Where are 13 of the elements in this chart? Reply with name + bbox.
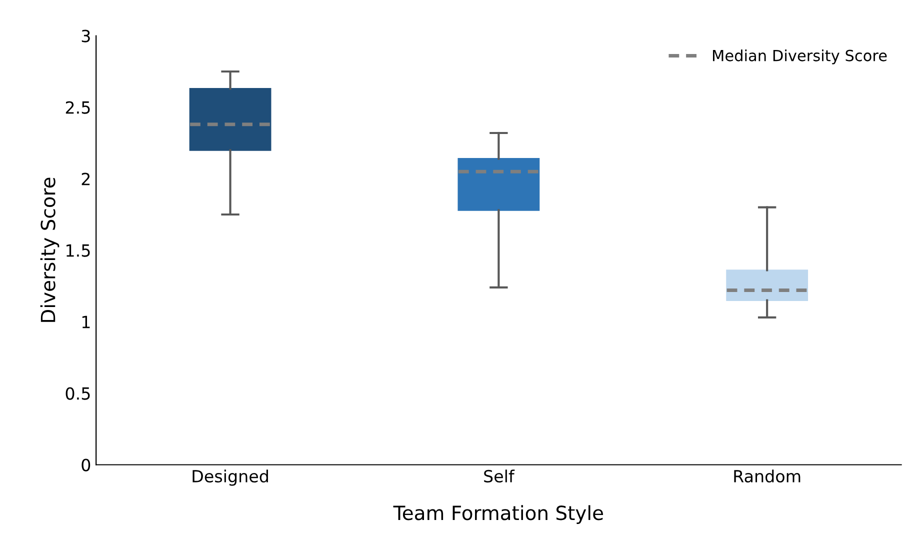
y-tick-label: 0 [82, 458, 90, 472]
y-tick-label: 2.5 [66, 101, 90, 114]
y-axis-title: Diversity Score [40, 178, 60, 322]
text: Median Diversity Score [712, 50, 887, 64]
y-tick-label: 0.5 [66, 387, 90, 400]
y-tick-label: 1 [82, 316, 90, 328]
x-axis-title: Team Formation Style [393, 505, 604, 524]
y-tick-label: 1.5 [66, 244, 90, 257]
x-tick-label: Random [734, 470, 800, 483]
y-tick-label: 3 [82, 30, 90, 42]
x-tick-label: Self [484, 470, 515, 483]
y-tick-label: 2 [82, 172, 90, 186]
x-tick-label: Designed [192, 470, 268, 486]
